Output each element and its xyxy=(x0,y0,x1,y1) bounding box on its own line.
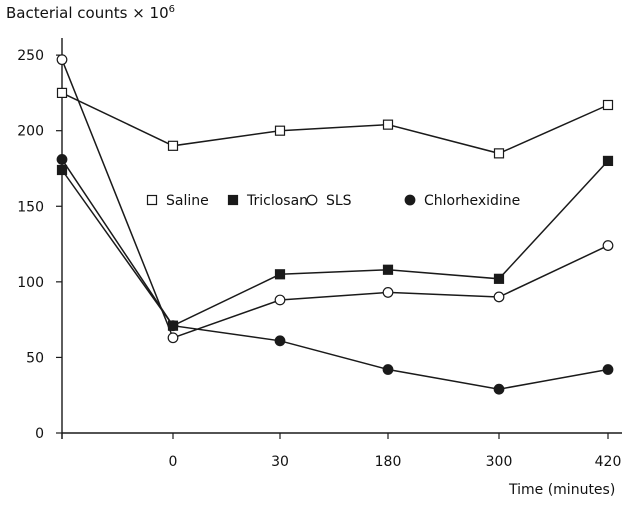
x-tick-label: 0 xyxy=(169,454,178,470)
y-tick-label: 250 xyxy=(17,48,44,64)
x-tick-label: 420 xyxy=(595,454,622,470)
x-tick-label: 30 xyxy=(271,454,289,470)
data-point-triclosan xyxy=(602,155,614,167)
y-tick-label: 200 xyxy=(17,124,44,140)
legend: Saline Triclosan SLS Chlorhexidine xyxy=(146,193,520,209)
legend-marker-sls xyxy=(306,194,318,206)
series-sls xyxy=(56,54,614,344)
data-point-chlorhexidine xyxy=(56,154,68,165)
data-point-chlorhexidine xyxy=(382,364,394,375)
x-tick-label: 180 xyxy=(375,454,402,470)
data-point-saline xyxy=(382,119,394,130)
data-point-saline xyxy=(56,87,68,99)
series-line-sls xyxy=(61,59,609,339)
data-point-sls xyxy=(382,287,394,298)
legend-label-triclosan: Triclosan xyxy=(246,193,308,209)
data-point-chlorhexidine xyxy=(493,383,505,395)
series-triclosan xyxy=(56,155,614,331)
data-point-sls xyxy=(274,294,286,306)
data-point-sls xyxy=(493,291,505,303)
legend-label-saline: Saline xyxy=(166,193,209,209)
data-point-chlorhexidine xyxy=(602,364,614,375)
data-point-triclosan xyxy=(56,164,68,176)
data-point-sls xyxy=(56,54,68,66)
x-tick-label: 300 xyxy=(486,454,513,470)
data-point-sls xyxy=(602,240,614,251)
data-point-saline xyxy=(274,125,286,136)
data-point-chlorhexidine xyxy=(167,320,179,332)
y-tick-label: 150 xyxy=(17,199,44,215)
data-point-sls xyxy=(167,332,179,344)
y-tick-label: 100 xyxy=(17,275,44,291)
legend-label-sls: SLS xyxy=(326,193,352,209)
legend-label-chlorhexidine: Chlorhexidine xyxy=(424,193,520,209)
legend-marker-triclosan xyxy=(227,194,239,206)
legend-marker-chlorhexidine xyxy=(404,194,416,206)
series-line-chlorhexidine xyxy=(61,158,609,390)
data-point-triclosan xyxy=(274,269,286,280)
data-point-saline xyxy=(602,99,614,111)
series-line-saline xyxy=(61,92,609,155)
legend-marker-saline xyxy=(146,194,158,206)
series-line-triclosan xyxy=(61,160,609,327)
y-axis-label: Bacterial counts × 106 xyxy=(6,4,176,22)
data-point-saline xyxy=(167,140,179,151)
data-point-triclosan xyxy=(493,273,505,284)
x-axis-label: Time (minutes) xyxy=(509,482,616,498)
series-layer xyxy=(56,54,614,395)
series-saline xyxy=(56,87,614,159)
data-point-saline xyxy=(493,148,505,159)
data-point-chlorhexidine xyxy=(274,335,286,347)
series-chlorhexidine xyxy=(56,154,614,395)
y-tick-label: 0 xyxy=(35,426,44,442)
y-tick-label: 50 xyxy=(26,350,44,366)
data-point-triclosan xyxy=(382,264,394,275)
axes: 0 50 100 150 200 250 0 30 180 300 420 xyxy=(17,38,622,470)
